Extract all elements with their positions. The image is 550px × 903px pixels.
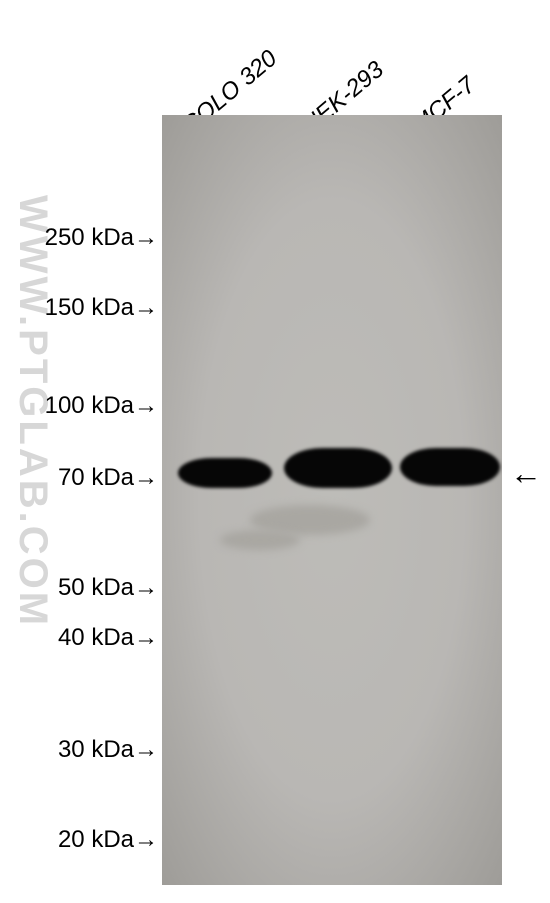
arrow-right-icon: → <box>134 736 158 764</box>
mw-text: 70 kDa <box>58 464 134 491</box>
arrow-right-icon: → <box>134 574 158 602</box>
mw-marker-250: 250 kDa→ <box>45 224 158 252</box>
figure-container: WWW.PTGLAB.COM COLO 320 HEK-293 MCF-7 25… <box>0 0 550 903</box>
mw-text: 150 kDa <box>45 294 134 321</box>
band-lane-1 <box>284 448 392 488</box>
arrow-right-icon: → <box>134 392 158 420</box>
mw-marker-100: 100 kDa→ <box>45 392 158 420</box>
blot-film <box>162 115 502 885</box>
lane-labels-group: COLO 320 HEK-293 MCF-7 <box>0 0 550 115</box>
mw-marker-30: 30 kDa→ <box>58 736 158 764</box>
mw-text: 20 kDa <box>58 826 134 853</box>
mw-marker-150: 150 kDa→ <box>45 294 158 322</box>
arrow-right-icon: → <box>134 464 158 492</box>
mw-text: 40 kDa <box>58 624 134 651</box>
arrow-right-icon: → <box>134 294 158 322</box>
mw-marker-50: 50 kDa→ <box>58 574 158 602</box>
mw-marker-40: 40 kDa→ <box>58 624 158 652</box>
blot-background <box>162 115 502 885</box>
mw-text: 30 kDa <box>58 736 134 763</box>
mw-marker-70: 70 kDa→ <box>58 464 158 492</box>
mw-marker-20: 20 kDa→ <box>58 826 158 854</box>
arrow-right-icon: → <box>134 826 158 854</box>
smudge-1 <box>220 530 300 550</box>
band-lane-0 <box>178 458 272 488</box>
mw-text: 250 kDa <box>45 224 134 251</box>
arrow-right-icon: → <box>134 224 158 252</box>
arrow-right-icon: → <box>134 624 158 652</box>
band-lane-2 <box>400 448 500 486</box>
mw-text: 50 kDa <box>58 574 134 601</box>
mw-text: 100 kDa <box>45 392 134 419</box>
band-indicator-arrow-icon: ← <box>510 455 542 492</box>
